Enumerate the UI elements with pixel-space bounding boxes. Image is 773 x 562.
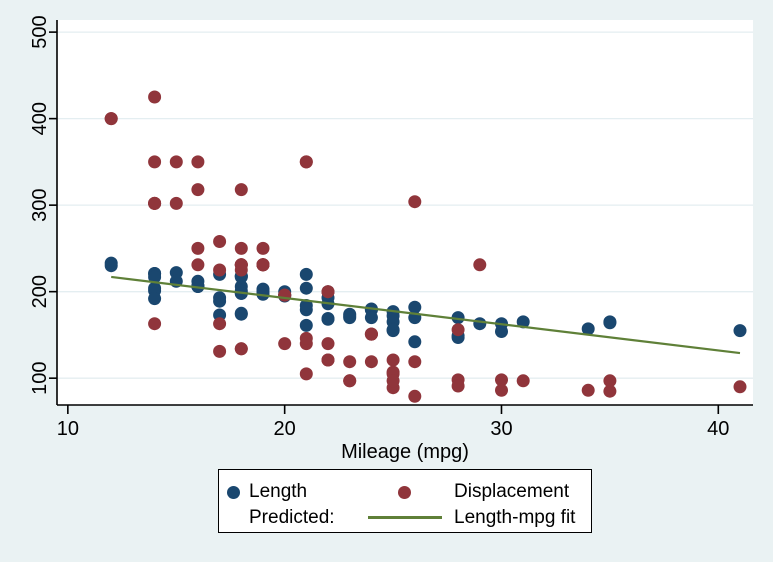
- data-point-length: [343, 309, 357, 323]
- data-point-displacement: [148, 196, 162, 210]
- data-point-displacement: [234, 241, 248, 255]
- data-point-length: [148, 270, 162, 284]
- x-tick-label: 20: [274, 418, 296, 440]
- data-point-displacement: [364, 355, 378, 369]
- data-point-displacement: [299, 331, 313, 345]
- data-point-length: [364, 311, 378, 325]
- data-point-displacement: [408, 389, 422, 403]
- data-point-length: [299, 318, 313, 332]
- data-point-displacement: [213, 235, 227, 248]
- data-point-displacement: [299, 367, 313, 381]
- legend: Length Displacement Predicted: Length-mp…: [218, 469, 592, 533]
- data-point-length: [386, 323, 400, 337]
- data-point-length: [516, 315, 530, 329]
- plot-region: [57, 20, 753, 405]
- data-point-length: [299, 281, 313, 295]
- data-point-displacement: [451, 323, 465, 337]
- data-point-length: [733, 324, 747, 338]
- legend-marker-displacement: [397, 485, 411, 499]
- legend-predicted-label: Predicted:: [249, 507, 335, 528]
- y-tick-label: 200: [29, 275, 51, 308]
- y-tick-label: 300: [29, 188, 51, 221]
- data-point-displacement: [364, 327, 378, 341]
- data-point-displacement: [191, 241, 205, 255]
- data-point-displacement: [581, 383, 595, 397]
- data-point-displacement: [386, 353, 400, 367]
- data-point-length: [321, 312, 335, 325]
- data-point-displacement: [148, 155, 162, 169]
- data-point-displacement: [278, 288, 292, 302]
- data-point-displacement: [234, 342, 248, 356]
- data-point-displacement: [278, 337, 292, 351]
- data-point-displacement: [169, 155, 183, 169]
- data-point-displacement: [191, 183, 205, 197]
- data-point-length: [148, 292, 162, 306]
- data-point-length: [603, 316, 617, 330]
- data-point-displacement: [386, 374, 400, 388]
- data-point-displacement: [104, 112, 118, 126]
- data-point-length: [408, 335, 422, 349]
- legend-marker-length: [226, 485, 240, 499]
- data-point-displacement: [603, 384, 617, 398]
- data-point-displacement: [451, 379, 465, 393]
- data-point-displacement: [191, 258, 205, 272]
- data-point-length: [473, 317, 487, 331]
- x-tick-label: 30: [490, 418, 512, 440]
- data-point-displacement: [343, 374, 357, 388]
- data-point-displacement: [213, 263, 227, 277]
- data-point-length: [495, 325, 508, 338]
- data-point-displacement: [191, 155, 205, 169]
- legend-label-fit: Length-mpg fit: [454, 507, 576, 528]
- data-point-displacement: [495, 373, 508, 387]
- data-point-displacement: [321, 285, 335, 299]
- y-tick-label: 400: [29, 102, 51, 135]
- data-point-length: [104, 259, 118, 273]
- fit-line: [111, 275, 741, 355]
- data-point-displacement: [169, 196, 183, 210]
- data-point-length: [213, 291, 227, 305]
- y-tick-label: 500: [29, 15, 51, 48]
- data-point-displacement: [256, 241, 270, 255]
- x-axis-title: Mileage (mpg): [341, 441, 469, 463]
- x-tick-label: 10: [57, 418, 79, 440]
- data-point-displacement: [234, 258, 248, 272]
- data-point-length: [299, 299, 313, 312]
- data-point-displacement: [213, 317, 227, 331]
- data-point-displacement: [299, 155, 313, 169]
- data-point-length: [408, 300, 422, 314]
- data-point-length: [451, 311, 465, 325]
- legend-label-displacement: Displacement: [454, 481, 570, 502]
- data-point-displacement: [321, 353, 335, 367]
- data-point-displacement: [343, 355, 357, 369]
- data-point-displacement: [603, 374, 617, 388]
- data-point-displacement: [148, 317, 162, 331]
- data-point-length: [386, 309, 400, 323]
- data-point-displacement: [321, 337, 335, 351]
- data-point-displacement: [733, 380, 747, 394]
- data-point-displacement: [408, 355, 422, 369]
- y-tick-label: 100: [29, 361, 51, 394]
- data-point-displacement: [148, 90, 162, 104]
- data-point-length: [299, 267, 313, 281]
- legend-label-length: Length: [249, 481, 308, 502]
- data-point-displacement: [213, 344, 227, 358]
- data-point-displacement: [234, 183, 248, 197]
- legend-line-swatch: [368, 516, 442, 519]
- data-point-displacement: [495, 383, 508, 397]
- data-point-length: [256, 282, 270, 296]
- data-point-displacement: [516, 374, 530, 388]
- data-point-length: [581, 322, 595, 336]
- data-point-displacement: [256, 258, 270, 272]
- data-point-displacement: [473, 258, 487, 272]
- x-tick-label: 40: [707, 418, 729, 440]
- data-point-displacement: [408, 195, 422, 209]
- data-point-length: [234, 306, 248, 320]
